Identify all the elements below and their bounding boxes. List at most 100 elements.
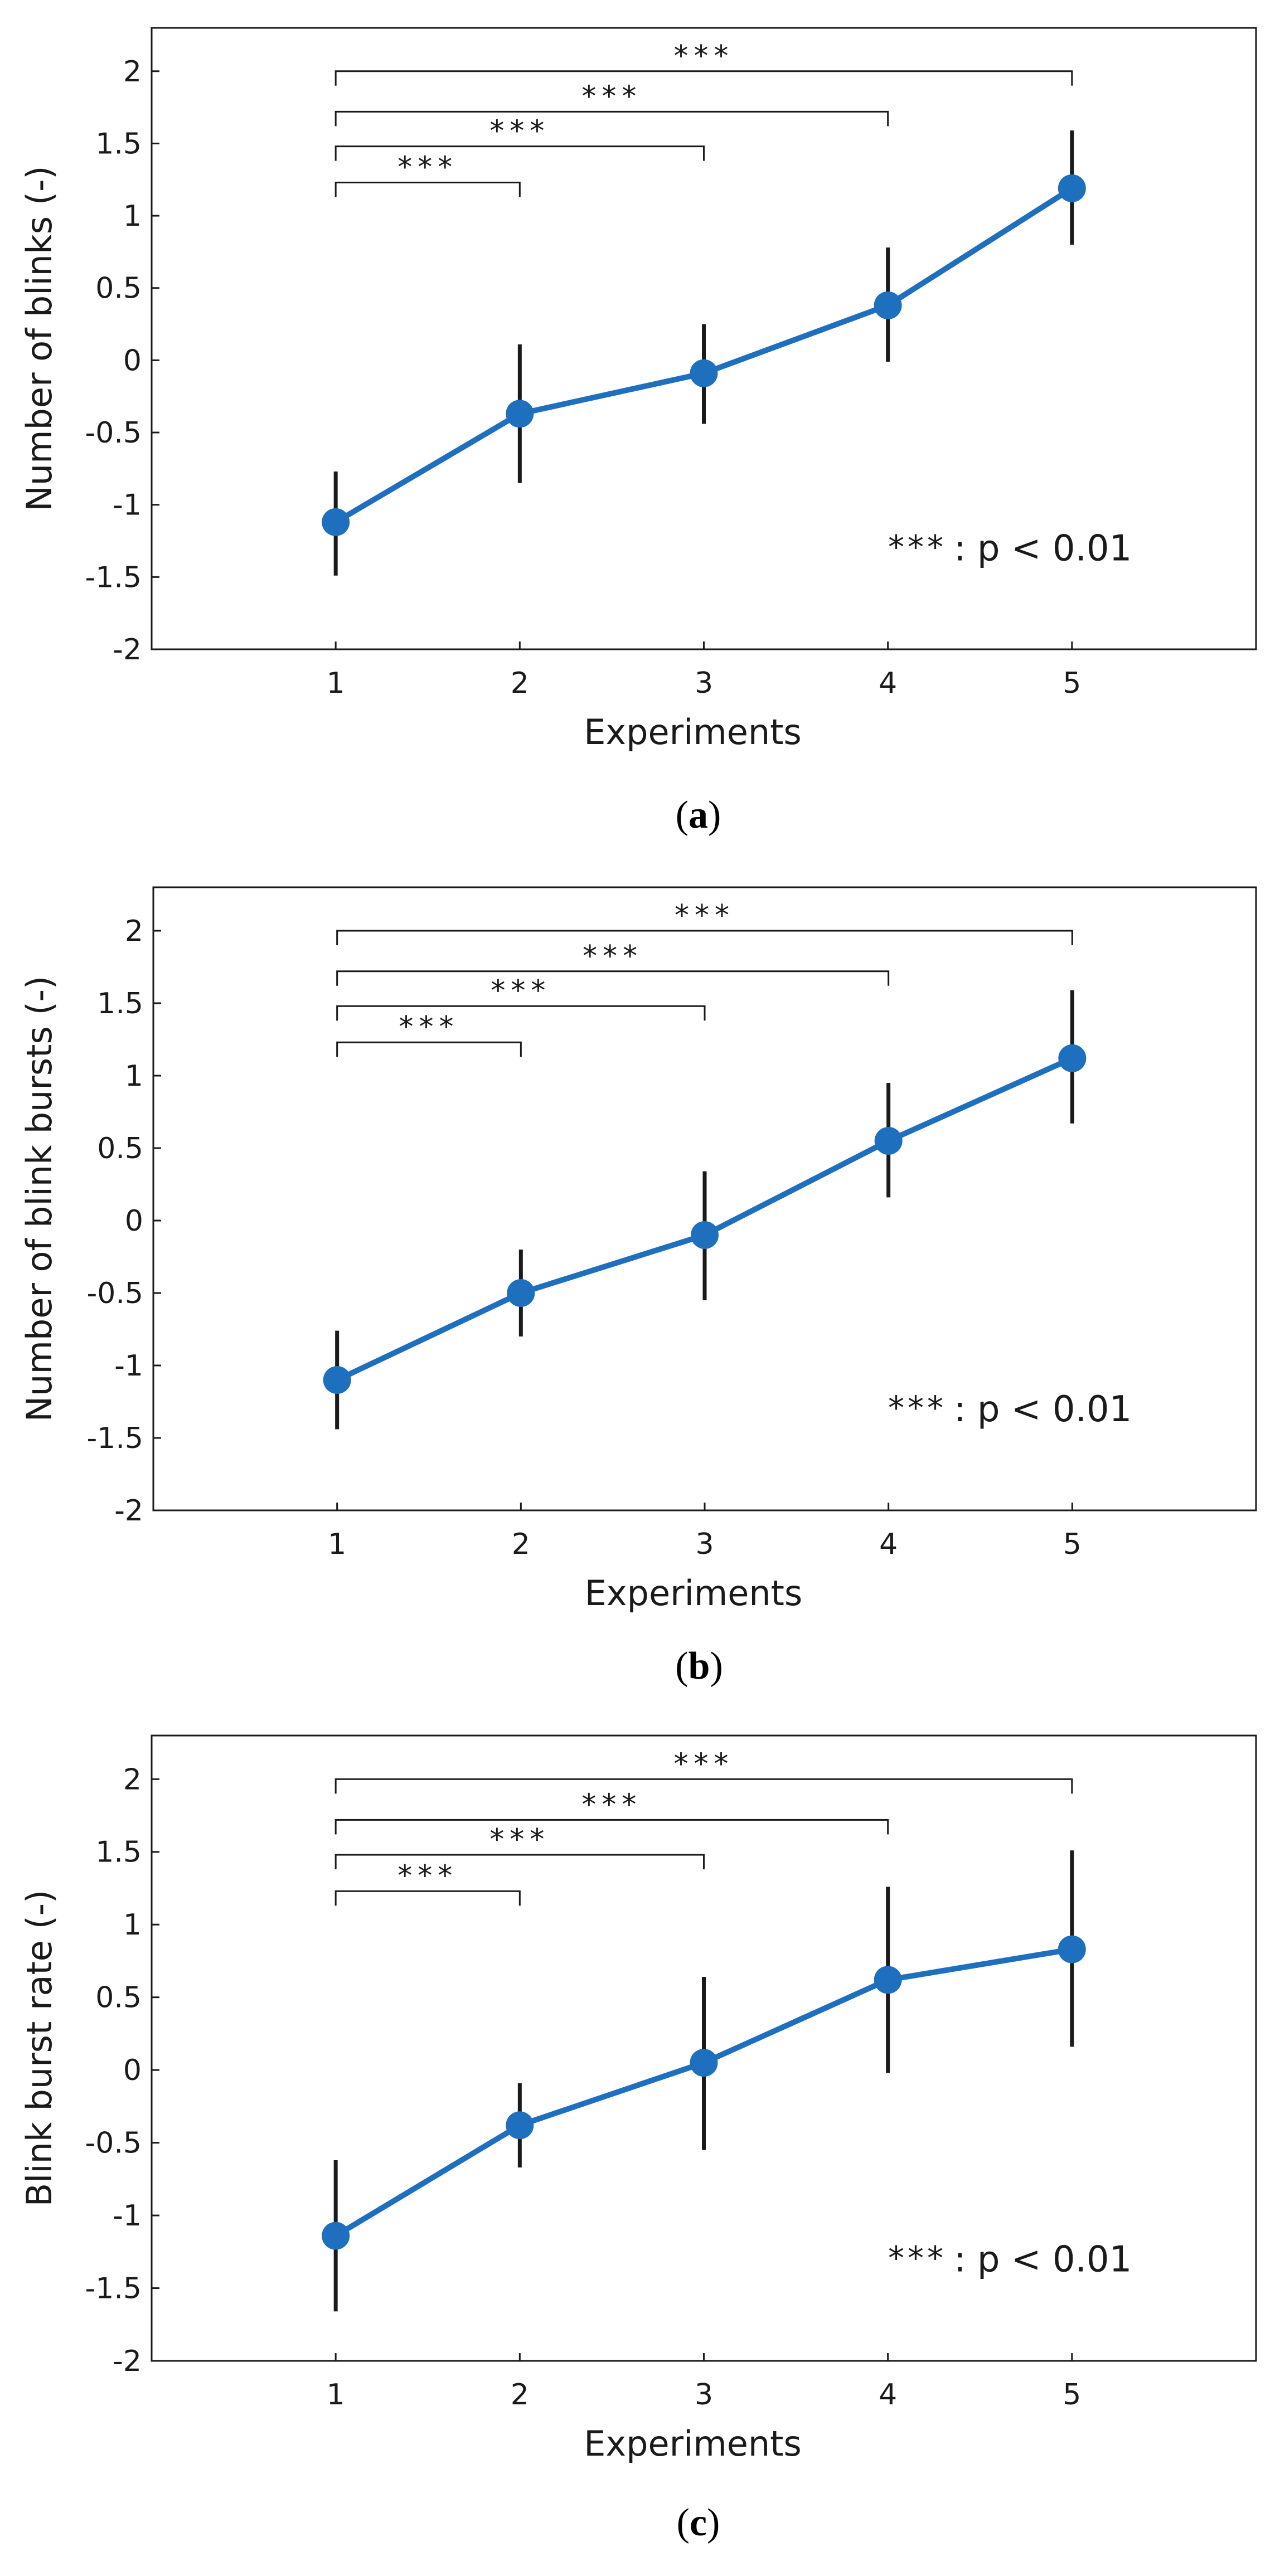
- panel-caption: (c): [677, 2501, 720, 2544]
- significance-label: ***: [581, 80, 642, 113]
- caption-close: ): [707, 2501, 720, 2544]
- data-point: [690, 359, 718, 387]
- x-tick-label: 2: [512, 1528, 530, 1561]
- significance-label: ***: [583, 940, 643, 973]
- caption-open: (: [676, 794, 689, 837]
- y-tick-label: 2: [123, 55, 142, 89]
- y-tick-label: 1.5: [97, 987, 143, 1020]
- panel-caption: (a): [676, 794, 721, 837]
- y-tick-label: -1.5: [87, 1422, 143, 1455]
- chart-panel-b: 2 1.5 1 0.5 0 -0.5 -1 -1.5 -2 1 2 3 4 5 Experiments Num…: [19, 886, 1257, 1688]
- y-axis-label: Number of blinks (-): [19, 166, 60, 512]
- x-tick-label: 5: [1063, 1528, 1082, 1561]
- significance-label: ***: [675, 899, 735, 932]
- x-tick-label: 4: [879, 2378, 897, 2412]
- data-point: [691, 1221, 719, 1249]
- y-tick-label: 1: [123, 200, 142, 233]
- data-point: [507, 1279, 535, 1307]
- x-tick-label: 5: [1063, 2378, 1081, 2412]
- data-point: [874, 1966, 902, 1994]
- significance-bracket: [336, 930, 1073, 945]
- y-tick-label: -2: [113, 2345, 142, 2378]
- caption-letter: b: [689, 1645, 710, 1688]
- y-tick-label: -0.5: [85, 416, 142, 450]
- x-tick-label: 3: [695, 2378, 713, 2412]
- y-tick-label: 1: [123, 1908, 142, 1942]
- x-tick-label: 5: [1063, 667, 1081, 700]
- data-point: [322, 508, 350, 536]
- chart-panel-c: 2 1.5 1 0.5 0 -0.5 -1 -1.5 -2 1 2 3 4 5 Experiments Bli…: [19, 1734, 1257, 2544]
- significance-label: ***: [397, 150, 458, 184]
- y-tick-label: 2: [125, 915, 143, 948]
- y-tick-label: -2: [113, 633, 142, 667]
- y-tick-label: 2: [123, 1763, 142, 1796]
- data-point: [506, 400, 534, 428]
- significance-bracket: [334, 1778, 1073, 1794]
- y-tick-label: 1.5: [95, 1836, 142, 1869]
- significance-bracket: [336, 970, 890, 986]
- y-axis-label: Blink burst rate (-): [19, 1890, 60, 2207]
- x-tick-label: 1: [328, 1528, 346, 1561]
- x-tick-label: 1: [327, 667, 345, 700]
- significance-label: ***: [397, 1859, 458, 1893]
- significance-bracket: [334, 70, 1073, 86]
- significance-label: ***: [489, 115, 550, 148]
- legend-stars: ***: [888, 2239, 947, 2277]
- y-axis-label: Number of blink bursts (-): [19, 976, 60, 1422]
- data-point: [690, 2049, 718, 2077]
- significance-bracket: [334, 110, 889, 127]
- data-point: [1058, 174, 1086, 202]
- significance-label: ***: [491, 974, 551, 1008]
- x-tick-label: 1: [327, 2378, 345, 2412]
- significance-label: ***: [489, 1823, 550, 1856]
- y-tick-label: 0.5: [95, 1981, 142, 2015]
- y-tick-label: 1.5: [95, 127, 142, 161]
- caption-close: ): [708, 794, 721, 837]
- legend-text: : p < 0.01: [954, 1389, 1132, 1430]
- x-axis-label: Experiments: [584, 2423, 802, 2464]
- data-point: [874, 1127, 903, 1155]
- x-tick-label: 4: [879, 1528, 898, 1561]
- y-tick-label: -1: [113, 489, 142, 522]
- y-tick-label: 1: [125, 1059, 143, 1093]
- x-axis-label: Experiments: [585, 1573, 803, 1613]
- significance-label: ***: [674, 1747, 734, 1781]
- significance-bracket: [334, 145, 705, 161]
- x-tick-label: 3: [695, 667, 713, 700]
- significance-bracket: [336, 1041, 522, 1057]
- data-point: [506, 2111, 534, 2140]
- data-point: [1058, 1935, 1086, 1963]
- x-tick-label: 2: [511, 667, 529, 700]
- legend-text: : p < 0.01: [954, 528, 1132, 569]
- caption-open: (: [675, 1645, 688, 1688]
- y-tick-label: 0: [125, 1204, 143, 1238]
- significance-bracket: [336, 1005, 706, 1021]
- y-tick-label: -1: [114, 1349, 143, 1383]
- data-point: [323, 1366, 351, 1394]
- legend-stars: ***: [888, 528, 947, 566]
- caption-letter: c: [690, 2501, 707, 2544]
- data-point: [322, 2222, 350, 2250]
- panel-caption: (b): [675, 1645, 723, 1688]
- y-tick-label: 0: [123, 2054, 142, 2087]
- y-tick-label: 0: [123, 344, 142, 377]
- significance-bracket: [334, 1854, 705, 1869]
- significance-bracket: [334, 1890, 521, 1906]
- y-tick-label: -0.5: [85, 2127, 142, 2160]
- y-tick-label: 0.5: [97, 1132, 143, 1165]
- data-point: [874, 291, 902, 319]
- y-tick-label: 0.5: [95, 272, 142, 305]
- x-tick-label: 4: [879, 667, 897, 700]
- caption-letter: a: [689, 794, 708, 837]
- significance-bracket: [334, 181, 521, 197]
- significance-label: ***: [581, 1788, 642, 1821]
- significance-label: ***: [399, 1010, 459, 1044]
- y-tick-label: -1.5: [85, 2272, 142, 2306]
- y-tick-label: -2: [114, 1494, 143, 1528]
- x-tick-label: 3: [695, 1528, 714, 1561]
- caption-close: ): [710, 1645, 723, 1688]
- y-tick-label: -1.5: [85, 561, 142, 594]
- x-tick-label: 2: [511, 2378, 529, 2412]
- y-tick-label: -0.5: [87, 1277, 143, 1310]
